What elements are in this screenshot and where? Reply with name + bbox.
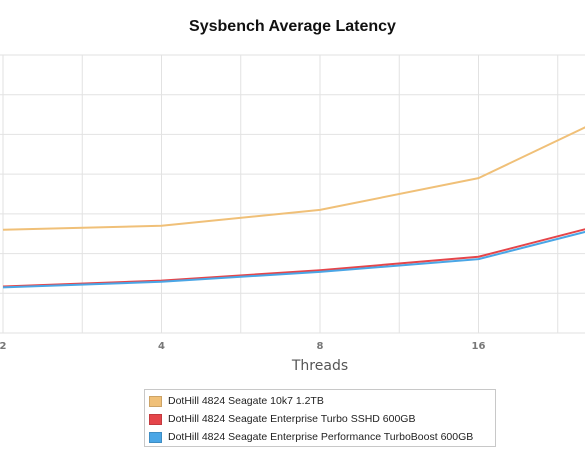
gridlines bbox=[0, 54, 585, 334]
x-axis-ticks: 2 4 8 16 bbox=[0, 341, 485, 352]
legend-label: DotHill 4824 Seagate Enterprise Turbo SS… bbox=[168, 413, 416, 425]
legend-label: DotHill 4824 Seagate 10k7 1.2TB bbox=[168, 395, 324, 407]
plot-area: 2 4 8 16 bbox=[0, 54, 585, 352]
series-line-2 bbox=[2, 230, 585, 289]
legend: DotHill 4824 Seagate 10k7 1.2TB DotHill … bbox=[144, 389, 496, 447]
legend-item-0[interactable]: DotHill 4824 Seagate 10k7 1.2TB bbox=[149, 392, 491, 410]
chart-title: Sysbench Average Latency bbox=[189, 18, 396, 35]
legend-swatch bbox=[149, 431, 162, 443]
legend-item-2[interactable]: DotHill 4824 Seagate Enterprise Performa… bbox=[149, 428, 491, 446]
series-line-0 bbox=[2, 126, 585, 231]
series-line-1 bbox=[2, 228, 585, 288]
legend-label: DotHill 4824 Seagate Enterprise Performa… bbox=[168, 431, 474, 443]
x-tick-label: 16 bbox=[472, 341, 486, 352]
legend-item-1[interactable]: DotHill 4824 Seagate Enterprise Turbo SS… bbox=[149, 410, 491, 428]
x-axis-label: Threads bbox=[291, 358, 349, 374]
x-tick-label: 2 bbox=[0, 341, 7, 352]
legend-swatch bbox=[149, 413, 162, 425]
legend-swatch bbox=[149, 395, 162, 407]
series-lines bbox=[2, 126, 585, 289]
x-tick-label: 4 bbox=[158, 341, 165, 352]
x-tick-label: 8 bbox=[317, 341, 324, 352]
